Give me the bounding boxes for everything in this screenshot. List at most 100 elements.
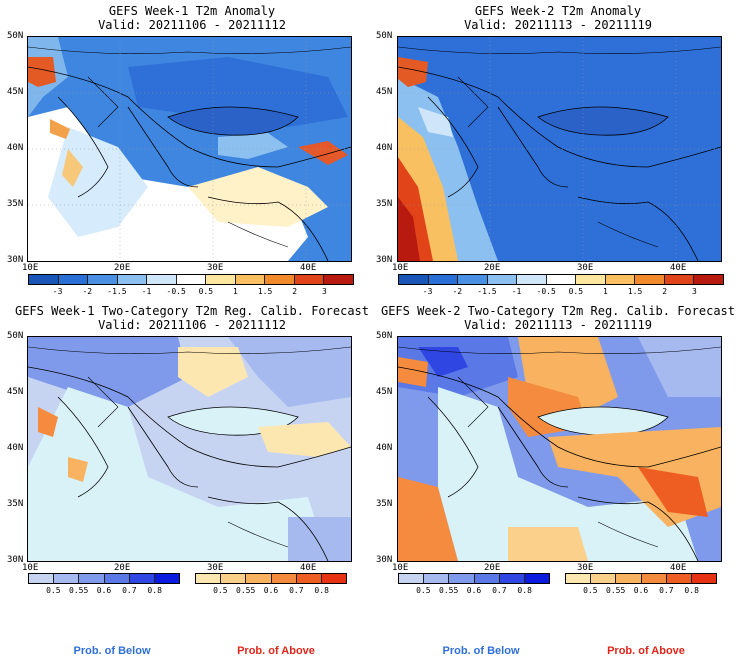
colorbar-label: 1.5	[627, 287, 643, 296]
colorbar-swatch	[87, 275, 117, 284]
colorbar-swatch	[590, 574, 616, 583]
lon-label: 40E	[670, 263, 687, 273]
lon-label: 30E	[207, 563, 224, 573]
colorbar-swatch	[146, 275, 176, 284]
lat-label: 30N	[7, 255, 24, 265]
colorbar-label: -3	[52, 287, 63, 296]
colorbar-swatch	[634, 275, 664, 284]
colorbar-swatch	[293, 275, 324, 284]
prob-below-legend-title: Prob. of Below	[442, 645, 520, 657]
colorbar-label: 0.6	[633, 586, 649, 595]
colorbar-label: 1.5	[257, 287, 273, 296]
lon-label: 40E	[300, 563, 317, 573]
prob-above-colorbar	[565, 573, 717, 584]
lon-label: 20E	[114, 263, 131, 273]
colorbar-label: 0.6	[263, 586, 279, 595]
colorbar-label: -1.5	[107, 287, 127, 296]
lon-label: 40E	[300, 263, 317, 273]
colorbar-swatch	[53, 574, 79, 583]
lon-label: 10E	[392, 563, 409, 573]
colorbar-label: 0.8	[684, 586, 699, 595]
prob-below-legend-title: Prob. of Below	[73, 645, 151, 657]
colorbar-label: -2	[452, 287, 463, 296]
colorbar-label: 1	[603, 287, 608, 296]
colorbar-label: 0.5	[583, 586, 598, 595]
colorbar-swatch	[516, 275, 546, 284]
colorbar-swatch	[57, 275, 88, 284]
lat-label: 40N	[7, 143, 24, 153]
colorbar-label: 0.6	[466, 586, 482, 595]
lon-label: 40E	[670, 563, 687, 573]
colorbar-swatch	[423, 574, 449, 583]
lat-label: 30N	[7, 555, 24, 565]
lon-label: 20E	[484, 563, 501, 573]
colorbar-label: 0.5	[213, 586, 228, 595]
colorbar-label: 0.7	[659, 586, 674, 595]
colorbar-label: 0.7	[492, 586, 507, 595]
colorbar-swatch	[153, 574, 180, 583]
lon-label: 30E	[577, 263, 594, 273]
colorbar-label: 0.5	[568, 287, 584, 296]
colorbar-label: 0.6	[96, 586, 112, 595]
colorbar-label: 0.55	[236, 586, 256, 595]
colorbar-label: 0.8	[314, 586, 329, 595]
panel-title: GEFS Week-1 T2m Anomaly Valid: 20211106 …	[98, 4, 286, 32]
lat-label: 35N	[7, 199, 24, 209]
prob-above-legend-title: Prob. of Above	[237, 645, 315, 657]
colorbar-swatch	[665, 574, 691, 583]
colorbar-label: 0.7	[289, 586, 304, 595]
colorbar-label: -1	[511, 287, 522, 296]
lon-label: 30E	[577, 563, 594, 573]
colorbar-swatch	[295, 574, 321, 583]
colorbar-label: 3	[321, 287, 327, 296]
colorbar-swatch	[575, 275, 605, 284]
panel-title: GEFS Week-2 T2m Anomaly Valid: 20211113 …	[464, 4, 652, 32]
colorbar-label: 0.5	[416, 586, 431, 595]
colorbar-swatch	[245, 574, 271, 583]
colorbar-swatch	[663, 275, 694, 284]
colorbar-label: -1.5	[477, 287, 497, 296]
lat-label: 50N	[376, 31, 393, 41]
colorbar-label: 0.55	[439, 586, 459, 595]
colorbar-swatch	[427, 275, 458, 284]
prob-below-colorbar	[398, 573, 550, 584]
colorbar-label: -1	[141, 287, 152, 296]
panel-title: GEFS Week-2 Two-Category T2m Reg. Calib.…	[380, 304, 735, 332]
lat-label: 40N	[7, 443, 24, 453]
lat-label: 30N	[376, 555, 393, 565]
lat-label: 40N	[376, 143, 393, 153]
lat-label: 35N	[376, 499, 393, 509]
colorbar-label: -0.5	[166, 287, 186, 296]
colorbar-swatch	[486, 275, 517, 284]
colorbar-swatch	[399, 275, 428, 284]
prob-above-colorbar	[195, 573, 347, 584]
colorbar-label: -0.5	[536, 287, 556, 296]
lat-label: 45N	[376, 87, 393, 97]
probability-map-week2	[397, 336, 722, 562]
lat-label: 45N	[376, 387, 393, 397]
colorbar-swatch	[604, 275, 635, 284]
colorbar-swatch	[78, 574, 104, 583]
colorbar-swatch	[103, 574, 129, 583]
colorbar-swatch	[196, 574, 221, 583]
anomaly-map-week1	[27, 36, 352, 262]
colorbar-swatch	[175, 275, 206, 284]
prob-below-colorbar	[28, 573, 180, 584]
lat-label: 35N	[376, 199, 393, 209]
lat-label: 40N	[376, 443, 393, 453]
colorbar-swatch	[29, 574, 54, 583]
colorbar-label: 0.7	[122, 586, 137, 595]
lat-label: 30N	[376, 255, 393, 265]
colorbar-swatch	[399, 574, 424, 583]
colorbar-label: 0.5	[46, 586, 61, 595]
colorbar-label: 0.55	[606, 586, 626, 595]
colorbar-label: 0.8	[517, 586, 532, 595]
lat-label: 50N	[7, 31, 24, 41]
lat-label: 45N	[7, 87, 24, 97]
colorbar-swatch	[448, 574, 474, 583]
colorbar-label: -2	[82, 287, 93, 296]
lon-label: 10E	[22, 563, 39, 573]
lon-label: 10E	[392, 263, 409, 273]
colorbar-swatch	[205, 275, 235, 284]
colorbar-swatch	[29, 275, 58, 284]
